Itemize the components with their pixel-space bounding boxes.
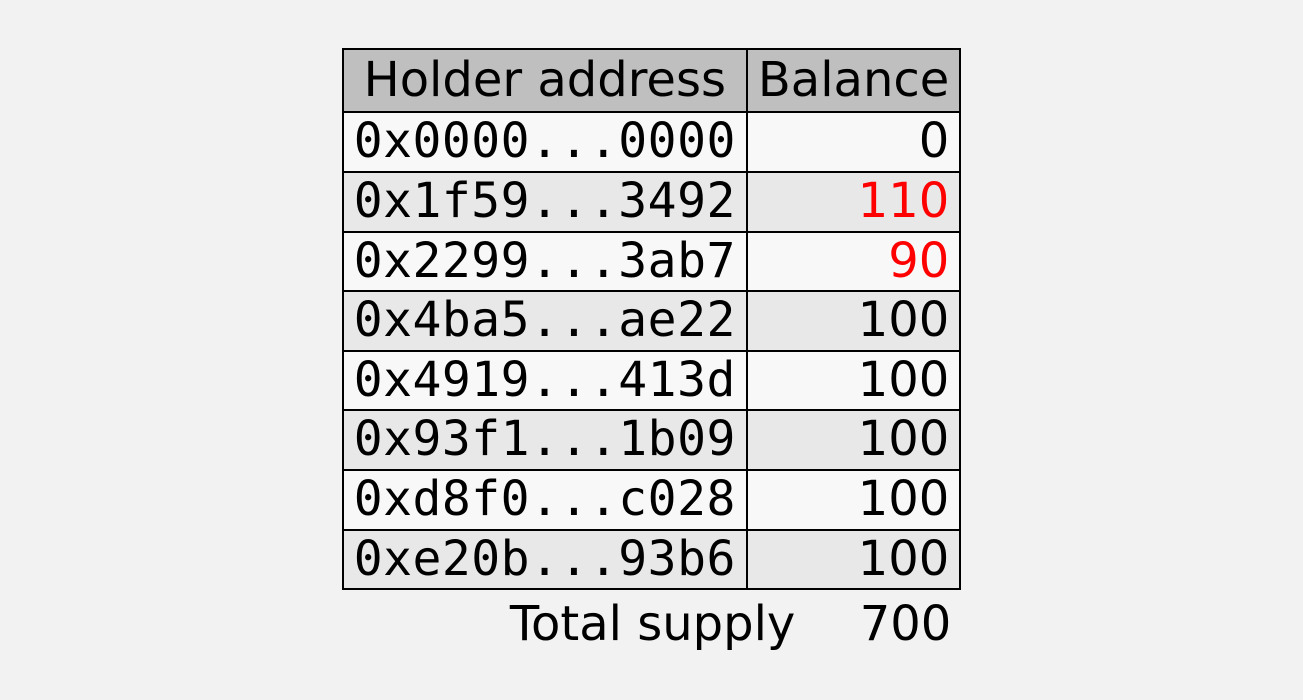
col-header-balance: Balance bbox=[747, 49, 960, 113]
cell-balance: 100 bbox=[747, 291, 960, 351]
table-row: 0x1f59...3492110 bbox=[343, 172, 961, 232]
table-row: 0x4ba5...ae22100 bbox=[343, 291, 961, 351]
cell-balance: 90 bbox=[747, 232, 960, 292]
cell-balance: 100 bbox=[747, 351, 960, 411]
table-row: 0x2299...3ab790 bbox=[343, 232, 961, 292]
cell-balance: 110 bbox=[747, 172, 960, 232]
cell-address: 0x1f59...3492 bbox=[343, 172, 747, 232]
cell-address: 0x4919...413d bbox=[343, 351, 747, 411]
cell-address: 0x0000...0000 bbox=[343, 112, 747, 172]
cell-balance: 100 bbox=[747, 470, 960, 530]
total-supply-row: Total supply 700 bbox=[342, 590, 962, 652]
cell-address: 0x4ba5...ae22 bbox=[343, 291, 747, 351]
cell-address: 0xd8f0...c028 bbox=[343, 470, 747, 530]
table-row: 0x4919...413d100 bbox=[343, 351, 961, 411]
col-header-address: Holder address bbox=[343, 49, 747, 113]
total-supply-value: 700 bbox=[851, 596, 951, 652]
total-supply-label: Total supply bbox=[510, 596, 795, 652]
holders-table-wrapper: Holder address Balance 0x0000...000000x1… bbox=[342, 48, 962, 652]
cell-balance: 0 bbox=[747, 112, 960, 172]
holders-table: Holder address Balance 0x0000...000000x1… bbox=[342, 48, 962, 590]
table-header-row: Holder address Balance bbox=[343, 49, 961, 113]
table-row: 0x0000...00000 bbox=[343, 112, 961, 172]
cell-balance: 100 bbox=[747, 530, 960, 590]
cell-address: 0x2299...3ab7 bbox=[343, 232, 747, 292]
table-row: 0x93f1...1b09100 bbox=[343, 410, 961, 470]
cell-balance: 100 bbox=[747, 410, 960, 470]
table-row: 0xe20b...93b6100 bbox=[343, 530, 961, 590]
table-row: 0xd8f0...c028100 bbox=[343, 470, 961, 530]
cell-address: 0xe20b...93b6 bbox=[343, 530, 747, 590]
cell-address: 0x93f1...1b09 bbox=[343, 410, 747, 470]
